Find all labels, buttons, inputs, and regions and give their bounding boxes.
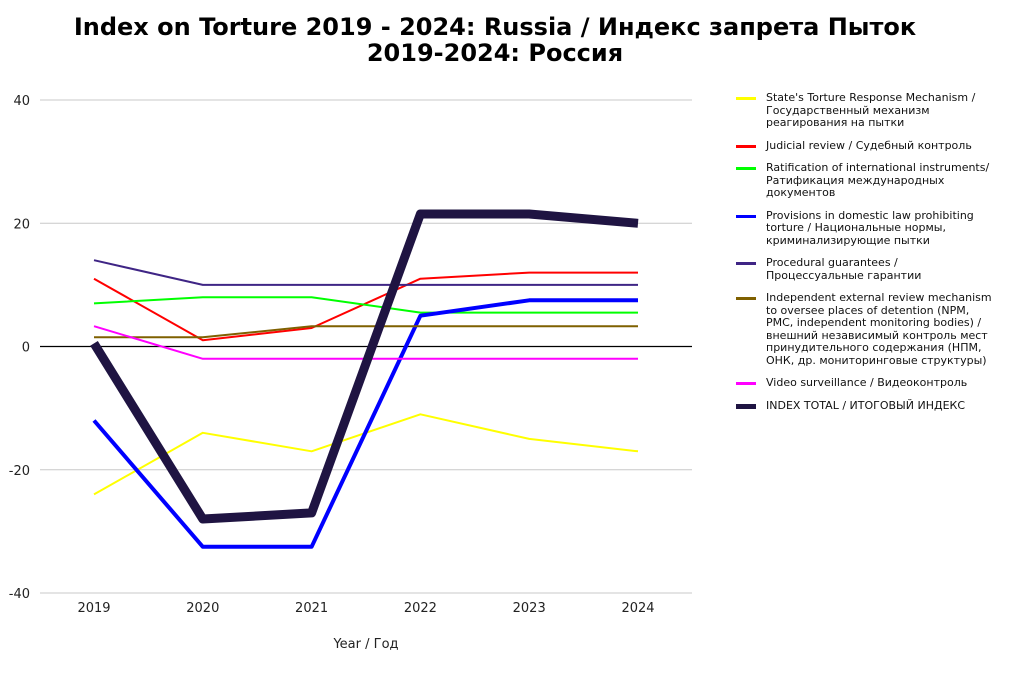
legend-item-5: Procedural guarantees / Процессуальные г… <box>736 256 996 282</box>
x-tick-label: 2023 <box>513 601 546 616</box>
x-tick-label: 2020 <box>186 601 219 616</box>
series-line-2 <box>93 271 638 342</box>
legend-item-4: Provisions in domestic law prohibiting t… <box>736 208 996 248</box>
grid-layer <box>40 99 692 594</box>
legend-label: INDEX TOTAL / ИТОГОВЫЙ ИНДЕКС <box>766 398 966 412</box>
y-tick-label: -40 <box>9 587 30 602</box>
chart-title-line-2: 2019-2024: Россия <box>366 39 624 67</box>
legend-label: State's Torture Response Mechanism / Гос… <box>766 91 976 129</box>
x-tick-label: 2019 <box>77 601 110 616</box>
legend: State's Torture Response Mechanism / Гос… <box>736 91 996 422</box>
y-tick-label: 40 <box>13 94 30 109</box>
legend-swatch <box>736 97 756 100</box>
series-line-8 <box>90 209 639 524</box>
legend-label: Video surveillance / Видеоконтроль <box>766 376 968 389</box>
legend-item-2: Judicial review / Судебный контроль <box>736 138 996 153</box>
chart-title: Index on Torture 2019 - 2024: Russia / И… <box>0 14 990 66</box>
legend-swatch <box>736 382 756 385</box>
y-tick-label: 0 <box>22 341 30 356</box>
legend-swatch <box>736 403 756 409</box>
series-line-4 <box>92 298 638 549</box>
legend-swatch <box>736 262 756 265</box>
legend-swatch <box>736 214 756 218</box>
axis-layer: 40 20 0 -20 -40 2019 2020 2021 2022 2023 2024 Year … <box>9 94 655 652</box>
chart-title-line-1: Index on Torture 2019 - 2024: Russia / И… <box>73 13 917 41</box>
legend-label: Provisions in domestic law prohibiting t… <box>766 208 974 247</box>
legend-item-1: State's Torture Response Mechanism / Гос… <box>736 91 996 130</box>
series-layer <box>90 209 639 549</box>
legend-label: Ratification of international instrument… <box>766 161 990 199</box>
x-tick-label: 2022 <box>404 601 437 616</box>
series-line-5 <box>93 259 638 286</box>
legend-swatch <box>736 297 756 300</box>
y-tick-label: -20 <box>9 464 30 479</box>
legend-item-8: INDEX TOTAL / ИТОГОВЫЙ ИНДЕКС <box>736 398 996 413</box>
legend-item-7: Video surveillance / Видеоконтроль <box>736 376 996 390</box>
legend-label: Procedural guarantees / Процессуальные г… <box>766 256 922 282</box>
series-line-6 <box>94 325 638 339</box>
legend-item-6: Independent external review mechanism to… <box>736 291 996 367</box>
x-tick-label: 2021 <box>295 601 328 616</box>
legend-swatch <box>736 167 756 170</box>
x-tick-label: 2024 <box>621 601 654 616</box>
legend-label: Independent external review mechanism to… <box>766 291 992 367</box>
series-line-3 <box>93 296 638 314</box>
legend-item-3: Ratification of international instrument… <box>736 161 996 200</box>
y-tick-label: 20 <box>13 217 30 232</box>
x-axis-label: Year / Год <box>332 637 398 652</box>
legend-label: Judicial review / Судебный контроль <box>766 138 972 152</box>
legend-swatch <box>736 144 756 148</box>
